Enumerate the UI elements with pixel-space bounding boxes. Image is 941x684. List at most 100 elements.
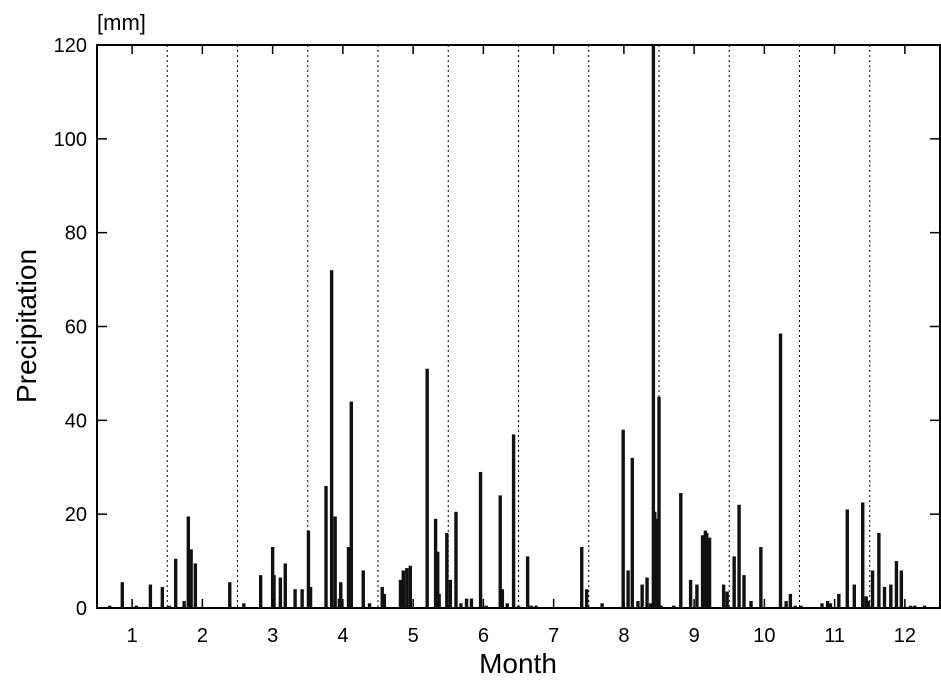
- precip-bar: [626, 570, 630, 608]
- precip-bar: [498, 495, 502, 608]
- precip-bar: [705, 532, 709, 608]
- precip-bar: [788, 593, 793, 608]
- precip-bar: [182, 600, 186, 608]
- precip-bar: [107, 605, 112, 608]
- precip-bar: [408, 565, 413, 608]
- precip-bar: [695, 584, 699, 608]
- precip-bar: [333, 516, 337, 608]
- precip-bar: [258, 575, 263, 608]
- precip-bar: [659, 605, 663, 608]
- precip-bar: [500, 589, 505, 608]
- x-tick-label: 7: [548, 625, 559, 647]
- x-tick-label: 11: [824, 625, 845, 647]
- precip-bar: [737, 504, 741, 608]
- precip-bar: [272, 575, 276, 608]
- precip-bar: [820, 603, 824, 608]
- x-tick-label: 8: [618, 625, 629, 647]
- unit-label: [mm]: [97, 10, 146, 35]
- precip-bar: [799, 605, 803, 608]
- precip-bar: [308, 586, 313, 608]
- precip-bar: [870, 570, 875, 608]
- precip-bar: [621, 429, 625, 608]
- precip-bar: [478, 471, 483, 608]
- y-axis: 0 20 40 60 80 100 120: [54, 35, 940, 620]
- precip-bar: [725, 591, 729, 608]
- precip-bar: [436, 551, 440, 608]
- precip-bar: [672, 605, 676, 608]
- precip-bar: [864, 596, 868, 608]
- precip-bar: [398, 579, 403, 608]
- x-tick-label: 9: [689, 625, 700, 647]
- precip-bar: [464, 598, 469, 608]
- precip-bar: [186, 516, 191, 608]
- precip-bar: [580, 547, 584, 608]
- precip-bar: [584, 589, 589, 608]
- precip-bar: [845, 509, 849, 608]
- precip-bar: [852, 584, 856, 608]
- precip-bar: [529, 605, 533, 608]
- precip-bar: [445, 532, 449, 608]
- precip-bar: [173, 558, 178, 608]
- precip-bar: [339, 582, 343, 608]
- precip-bar: [278, 577, 283, 608]
- precip-bar: [516, 605, 521, 608]
- y-axis-title: Precipitation: [11, 249, 42, 403]
- precip-bar: [679, 493, 683, 608]
- x-tick-label: 6: [478, 625, 489, 647]
- precip-bar: [242, 603, 246, 608]
- precip-bar: [759, 547, 763, 608]
- precip-bar: [648, 603, 653, 608]
- precip-bar: [630, 457, 635, 608]
- precip-bar: [189, 549, 193, 608]
- precip-bar: [433, 518, 438, 608]
- precip-bar: [120, 582, 124, 608]
- x-tick-label: 12: [894, 625, 916, 647]
- precip-bar: [329, 270, 334, 608]
- precip-bar: [324, 486, 328, 608]
- precip-bar: [193, 563, 198, 608]
- precip-bar: [742, 575, 746, 608]
- precip-bar: [505, 603, 509, 608]
- y-tick-label: 60: [65, 317, 87, 339]
- precip-bar: [825, 600, 830, 608]
- precip-bar: [707, 537, 712, 608]
- precip-bar: [889, 584, 893, 608]
- precip-bar: [511, 434, 516, 608]
- precip-bar: [134, 605, 139, 608]
- precip-bar: [454, 511, 458, 608]
- precip-bar: [877, 532, 881, 608]
- x-tick-label: 3: [267, 625, 278, 647]
- y-tick-label: 100: [54, 129, 87, 151]
- precip-bar: [534, 605, 538, 608]
- precip-bar: [908, 605, 913, 608]
- precip-bar: [160, 586, 165, 608]
- precip-bar: [283, 563, 287, 608]
- precip-bar: [448, 579, 453, 608]
- precip-bar: [148, 584, 153, 608]
- precip-bar: [784, 600, 788, 608]
- precip-bar: [405, 568, 409, 608]
- precip-bar: [484, 605, 488, 608]
- precip-bar: [459, 603, 463, 608]
- precip-bar: [382, 593, 387, 608]
- precip-bar: [899, 570, 904, 608]
- precip-bar: [828, 603, 833, 608]
- precip-bar: [688, 579, 693, 608]
- precip-bar: [749, 600, 753, 608]
- x-axis: 1 2 3 4 5 6 7 8 9 10 11 12: [127, 45, 916, 647]
- month-separators: [166, 45, 871, 608]
- precip-bar: [866, 600, 871, 608]
- precip-bar: [380, 586, 384, 608]
- x-tick-label: 5: [408, 625, 419, 647]
- precip-bar: [645, 577, 649, 608]
- x-tick-label: 10: [753, 625, 775, 647]
- y-tick-label: 20: [65, 504, 87, 526]
- precip-bar: [367, 603, 372, 608]
- precip-bar: [651, 45, 656, 608]
- precip-bar: [655, 518, 659, 608]
- precip-bar: [346, 547, 351, 608]
- precip-bar: [293, 589, 297, 608]
- precip-bar: [778, 333, 783, 608]
- precip-bar: [600, 603, 604, 608]
